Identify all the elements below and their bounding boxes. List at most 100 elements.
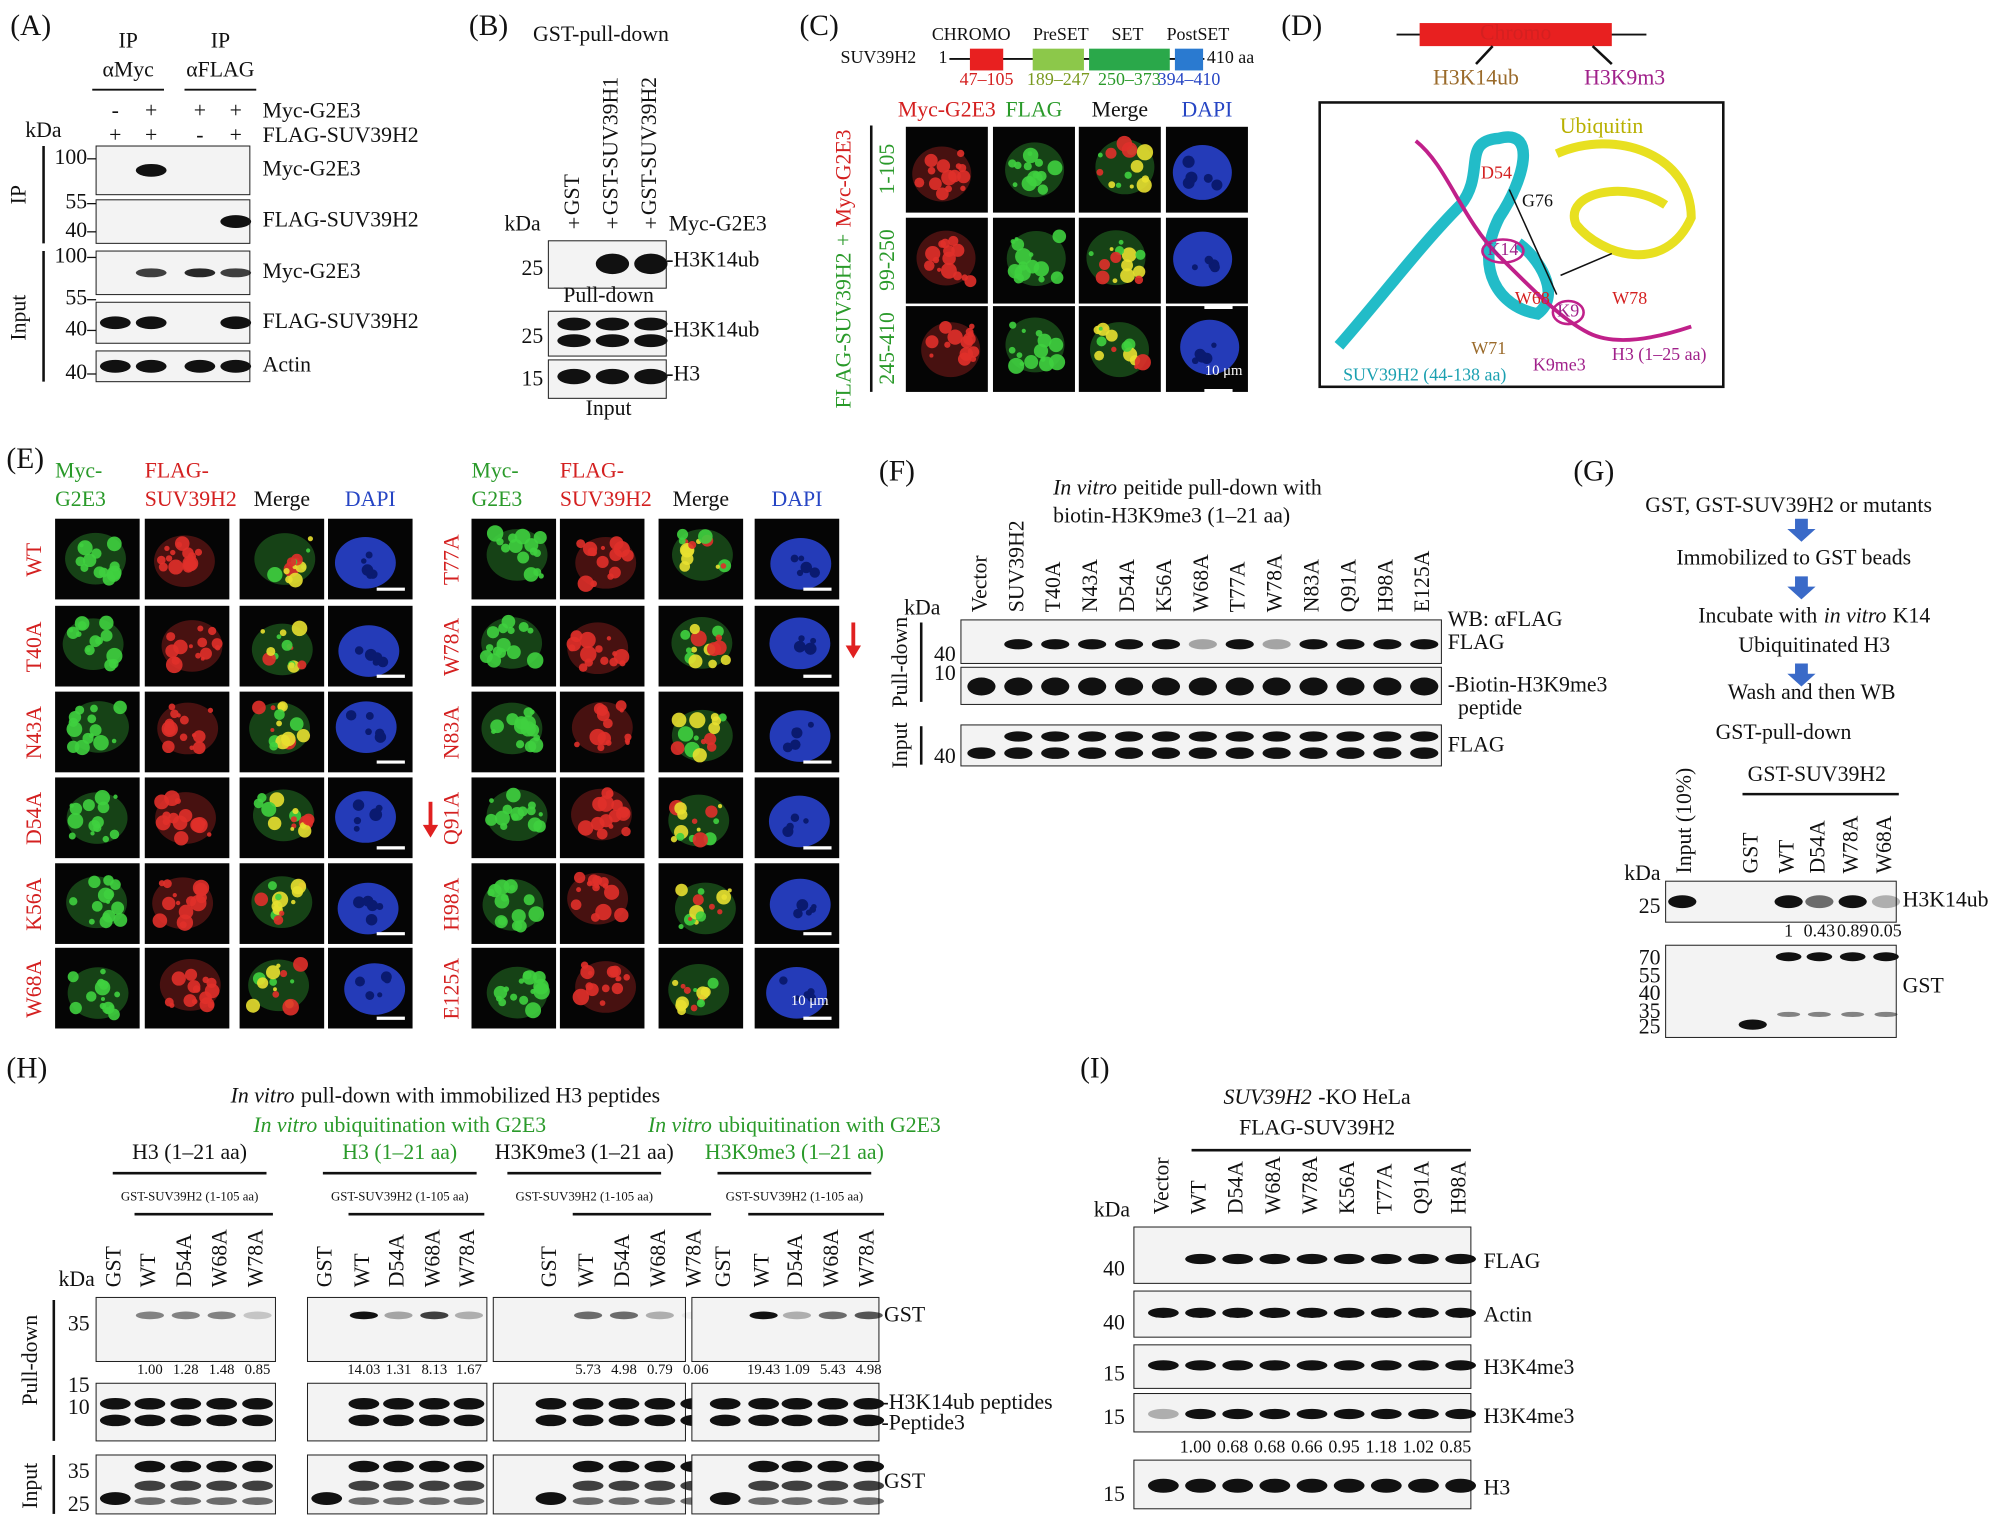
nucleolus bbox=[353, 817, 362, 825]
focus bbox=[1014, 161, 1022, 170]
blot-band bbox=[1336, 747, 1365, 759]
focus bbox=[97, 801, 110, 814]
label: FLAG bbox=[1448, 630, 1505, 654]
focus bbox=[707, 642, 722, 657]
nucleolus bbox=[805, 643, 814, 653]
label: 55 bbox=[1639, 963, 1661, 987]
label: W78A bbox=[1839, 815, 1863, 873]
focus bbox=[194, 548, 203, 556]
focus bbox=[494, 893, 510, 909]
blot-band bbox=[207, 1311, 236, 1320]
label: Pull-down bbox=[888, 617, 912, 708]
focus bbox=[1110, 251, 1122, 263]
focus bbox=[518, 978, 525, 984]
focus bbox=[596, 555, 609, 569]
focus bbox=[89, 724, 102, 737]
arrow bbox=[1591, 45, 1613, 65]
label: E125A bbox=[1410, 550, 1434, 612]
focus bbox=[1047, 160, 1063, 176]
label: In vitro ubiquitination with G2E3 bbox=[252, 1113, 546, 1137]
blot-band bbox=[781, 1497, 813, 1505]
focus bbox=[269, 741, 279, 751]
label: 250–373 bbox=[1098, 69, 1161, 89]
blot-band bbox=[1296, 1360, 1328, 1371]
focus bbox=[1135, 249, 1146, 260]
label: 1.28 bbox=[173, 1362, 199, 1378]
focus bbox=[107, 536, 122, 552]
blot-band bbox=[1408, 1253, 1439, 1265]
focus bbox=[689, 712, 706, 729]
label: W78A bbox=[1263, 554, 1287, 612]
blot-band bbox=[781, 1460, 813, 1473]
blot-band bbox=[1151, 731, 1181, 742]
blot-band bbox=[1775, 952, 1802, 962]
label: 40 bbox=[65, 360, 87, 384]
focus bbox=[91, 900, 103, 912]
label: -H3 bbox=[666, 361, 700, 385]
focus bbox=[1013, 273, 1024, 284]
label: 35 bbox=[68, 1312, 90, 1336]
blot-band bbox=[135, 1311, 164, 1320]
blot-membrane bbox=[306, 1382, 488, 1442]
focus bbox=[106, 567, 121, 582]
focus bbox=[93, 566, 106, 579]
label: WT bbox=[136, 1253, 160, 1287]
blot-band bbox=[1185, 1360, 1216, 1371]
label: + bbox=[230, 123, 242, 147]
focus bbox=[68, 628, 74, 633]
blot-band bbox=[853, 1480, 885, 1491]
focus bbox=[302, 813, 315, 826]
label: DAPI bbox=[772, 487, 823, 511]
label: 40 bbox=[934, 744, 956, 768]
focus bbox=[708, 659, 717, 669]
label: 1.02 bbox=[1403, 1437, 1434, 1457]
blot-band bbox=[134, 1397, 166, 1410]
blot-band bbox=[383, 1414, 414, 1427]
blot-band bbox=[348, 1460, 380, 1473]
label: FLAG bbox=[1006, 97, 1063, 121]
blot-band bbox=[1262, 677, 1291, 696]
focus bbox=[1129, 184, 1134, 189]
focus bbox=[488, 883, 502, 898]
focus bbox=[74, 739, 90, 756]
label: Myc-G2E3 bbox=[263, 156, 361, 180]
label-part: Incubate with bbox=[1698, 603, 1817, 627]
nucleolus bbox=[790, 554, 799, 563]
blot-band bbox=[817, 1460, 849, 1473]
blot-band bbox=[170, 1397, 202, 1410]
blot-band bbox=[1445, 1253, 1476, 1265]
focus bbox=[929, 353, 934, 358]
focus bbox=[266, 965, 281, 980]
label: W78 bbox=[1612, 288, 1647, 308]
blot-band bbox=[1370, 1360, 1402, 1371]
focus bbox=[113, 913, 128, 927]
label: 15 bbox=[1103, 1405, 1125, 1429]
blot-band bbox=[1373, 639, 1402, 650]
blot-membrane bbox=[960, 724, 1442, 767]
focus bbox=[105, 899, 110, 904]
focus bbox=[506, 787, 521, 803]
focus bbox=[579, 631, 596, 649]
blot-band bbox=[1370, 1478, 1402, 1493]
blot-band bbox=[634, 334, 668, 348]
blot-band bbox=[749, 1311, 778, 1320]
blot-band bbox=[242, 1480, 273, 1491]
focus bbox=[695, 911, 707, 922]
blot-band bbox=[1041, 731, 1070, 742]
label: Incubate with in vitro K14 bbox=[1698, 603, 1930, 627]
label: - bbox=[196, 123, 203, 147]
blot-band bbox=[1185, 1253, 1216, 1265]
label: -H3K14ub peptides bbox=[882, 1390, 1053, 1414]
label: 4.98 bbox=[856, 1362, 882, 1378]
focus bbox=[270, 705, 276, 711]
blot-band bbox=[644, 1460, 676, 1473]
label: T40A bbox=[1041, 561, 1065, 612]
nucleus bbox=[1172, 145, 1232, 200]
focus bbox=[672, 979, 679, 987]
label: 0.05 bbox=[1870, 921, 1901, 941]
blot-band bbox=[1259, 1408, 1291, 1420]
label: W68A bbox=[1189, 554, 1213, 612]
label: 10 bbox=[934, 661, 956, 685]
label: WT bbox=[22, 543, 46, 577]
label: 10 μm bbox=[791, 993, 829, 1009]
